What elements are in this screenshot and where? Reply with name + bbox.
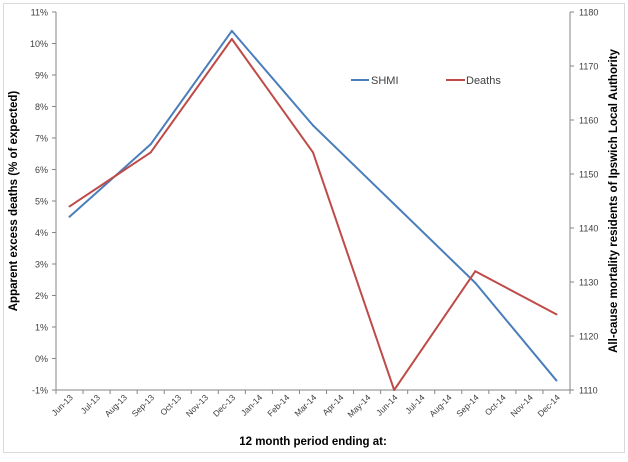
data-point-shmi <box>312 124 314 127</box>
y-tick-label: -1% <box>32 386 48 396</box>
data-point-shmi <box>555 379 558 382</box>
y2-tick-label: 1180 <box>579 8 598 18</box>
x-axis-title: 12 month period ending at: <box>239 436 387 448</box>
y-axis-title: Apparent excess deaths (% of expected) <box>8 91 20 312</box>
y2-tick-label: 1170 <box>579 62 598 72</box>
y-tick-label: 0% <box>35 354 48 364</box>
y2-tick-label: 1140 <box>579 224 598 234</box>
y-tick-label: 4% <box>35 228 48 238</box>
y2-tick-label: 1160 <box>579 116 598 126</box>
data-point-deaths <box>474 270 477 273</box>
data-point-deaths <box>393 389 396 391</box>
y-tick-label: 3% <box>35 260 48 270</box>
legend-label-shmi: SHMI <box>371 75 399 87</box>
y2-tick-label: 1130 <box>579 278 598 288</box>
y2-tick-label: 1120 <box>579 332 598 342</box>
y-tick-label: 10% <box>30 39 48 49</box>
y2-tick-label: 1150 <box>579 170 598 180</box>
data-point-shmi <box>474 281 477 284</box>
data-point-deaths <box>312 151 314 154</box>
y2-tick-label: 1110 <box>579 386 598 396</box>
data-point-shmi <box>149 143 152 146</box>
y-tick-label: 9% <box>35 71 48 81</box>
y-tick-label: 6% <box>35 165 48 175</box>
legend-label-deaths: Deaths <box>466 75 501 87</box>
data-point-shmi <box>393 203 396 206</box>
data-point-deaths <box>555 313 558 316</box>
legend: SHMI Deaths <box>351 75 501 87</box>
data-point-deaths <box>149 151 152 154</box>
chart-border <box>3 3 625 453</box>
data-point-shmi <box>68 215 71 218</box>
y-tick-label: 11% <box>31 8 48 18</box>
y2-axis-title: All-cause mortality residents of Ipswich… <box>608 49 620 353</box>
data-point-shmi <box>230 29 233 32</box>
data-point-deaths <box>68 205 71 208</box>
y-tick-label: 1% <box>35 323 48 333</box>
y-tick-label: 2% <box>35 291 48 301</box>
y-tick-label: 5% <box>35 197 48 207</box>
y-tick-label: 8% <box>35 102 48 112</box>
y-tick-label: 7% <box>35 134 48 144</box>
data-point-deaths <box>230 38 233 40</box>
